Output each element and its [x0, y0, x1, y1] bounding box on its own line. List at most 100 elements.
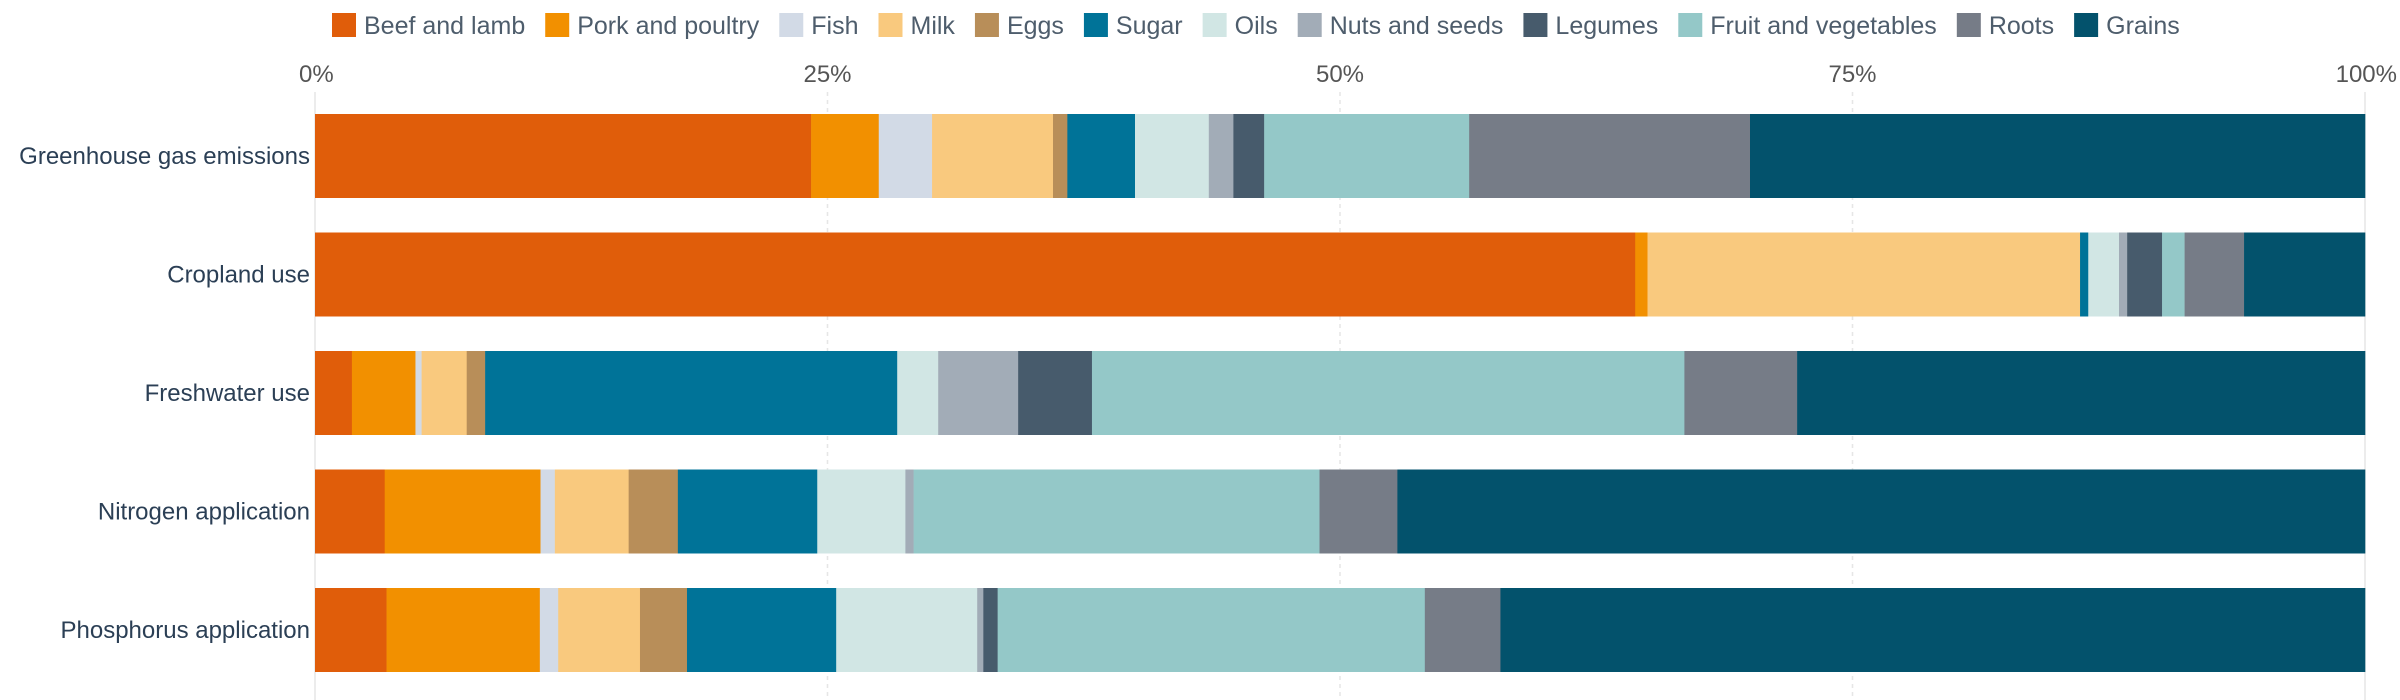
legend-item-legumes: Legumes: [1523, 12, 1658, 40]
bar-segment-beef-and-lamb: [315, 469, 385, 554]
bar-row-cropland-use: [315, 232, 2366, 317]
category-label: Phosphorus application: [60, 617, 310, 644]
bar-segment-roots: [2184, 232, 2245, 317]
legend-item-milk: Milk: [878, 12, 955, 40]
legend-swatch: [2074, 13, 2099, 37]
bar-segment-milk: [554, 469, 629, 554]
bar-segment-eggs: [1053, 114, 1068, 198]
bar-row-freshwater-use: [315, 351, 2366, 435]
bar-segment-fruit-and-vegetables: [997, 588, 1426, 672]
legend-item-beef-and-lamb: Beef and lamb: [332, 12, 525, 40]
bar-segment-nuts-and-seeds: [938, 351, 1019, 435]
bar-segment-nuts-and-seeds: [905, 469, 914, 554]
bar-segment-fish: [878, 114, 933, 198]
legend-label: Sugar: [1116, 12, 1183, 40]
x-axis-ticks: 0% 25% 50% 75% 100%: [299, 61, 2397, 88]
bar-segment-eggs: [466, 351, 486, 435]
bar-segment-roots: [1684, 351, 1798, 435]
legend-swatch: [332, 13, 356, 37]
legend-label: Legumes: [1555, 12, 1658, 40]
bar-segment-beef-and-lamb: [315, 351, 353, 435]
legend-swatch: [1523, 13, 1548, 37]
category-label: Freshwater use: [145, 380, 310, 407]
bar-segment-sugar: [2080, 232, 2089, 317]
x-tick-label: 100%: [2336, 61, 2397, 88]
category-label: Greenhouse gas emissions: [19, 143, 310, 170]
legend-label: Nuts and seeds: [1330, 12, 1504, 40]
legend-label: Pork and poultry: [577, 12, 760, 40]
legend-label: Fruit and vegetables: [1710, 12, 1937, 40]
legend-swatch: [1678, 13, 1703, 37]
bar-segment-fruit-and-vegetables: [2162, 232, 2185, 317]
x-tick-label: 0%: [299, 61, 334, 88]
bar-segment-fish: [539, 588, 559, 672]
bar-segment-legumes: [1018, 351, 1093, 435]
legend-swatch: [1956, 13, 1981, 37]
bar-segment-pork-and-poultry: [386, 588, 541, 672]
bar-row-greenhouse-gas-emissions: [315, 114, 2366, 198]
bar-segment-nuts-and-seeds: [977, 588, 984, 672]
bar-segment-milk: [558, 588, 641, 672]
bar-segment-pork-and-poultry: [811, 114, 880, 198]
category-label: Cropland use: [167, 262, 310, 289]
bar-segment-roots: [1424, 588, 1501, 672]
bar-segment-roots: [1469, 114, 1751, 198]
bar-segment-sugar: [677, 469, 818, 554]
legend-swatch: [1297, 13, 1322, 37]
legend-swatch: [545, 13, 570, 37]
bar-segment-milk: [421, 351, 467, 435]
bar-segment-oils: [897, 351, 939, 435]
bar-segment-pork-and-poultry: [1635, 232, 1648, 317]
legend-item-sugar: Sugar: [1083, 12, 1183, 40]
bar-segment-grains: [1500, 588, 2366, 672]
bar-segment-beef-and-lamb: [315, 588, 387, 672]
bar-segment-beef-and-lamb: [315, 232, 1636, 317]
x-tick-label: 75%: [1828, 61, 1876, 88]
bar-segment-oils: [836, 588, 978, 672]
bar-segment-milk: [1647, 232, 2081, 317]
bar-segment-legumes: [983, 588, 998, 672]
legend-item-pork-and-poultry: Pork and poultry: [545, 12, 760, 40]
bar-segment-pork-and-poultry: [351, 351, 416, 435]
x-tick-label: 50%: [1316, 61, 1364, 88]
bar-segment-beef-and-lamb: [315, 114, 812, 198]
legend-item-nuts-and-seeds: Nuts and seeds: [1297, 12, 1504, 40]
legend-label: Beef and lamb: [364, 12, 525, 40]
bar-segment-fruit-and-vegetables: [913, 469, 1320, 554]
bar-segment-legumes: [2127, 232, 2163, 317]
bar-segment-grains: [2244, 232, 2366, 317]
legend-item-fish: Fish: [779, 12, 859, 40]
bar-segment-pork-and-poultry: [384, 469, 541, 554]
bar-segment-fish: [415, 351, 422, 435]
bar-segment-sugar: [485, 351, 898, 435]
legend-swatch: [1083, 13, 1108, 37]
bar-segment-oils: [2088, 232, 2120, 317]
legend-swatch: [1202, 13, 1227, 37]
bar-segment-milk: [932, 114, 1054, 198]
bar-row-phosphorus-application: [315, 588, 2366, 672]
bar-segment-roots: [1319, 469, 1398, 554]
bar-segment-oils: [817, 469, 906, 554]
legend-swatch: [779, 13, 804, 37]
bars: [315, 114, 2366, 672]
legend-item-grains: Grains: [2074, 12, 2180, 40]
legend-item-roots: Roots: [1956, 12, 2054, 40]
bar-segment-sugar: [686, 588, 837, 672]
legend-item-fruit-and-vegetables: Fruit and vegetables: [1678, 12, 1937, 40]
legend-label: Grains: [2106, 12, 2180, 40]
bar-segment-nuts-and-seeds: [1208, 114, 1234, 198]
legend: Beef and lamb Pork and poultry Fish Milk Egg…: [332, 12, 2180, 40]
category-labels: Greenhouse gas emissions Cropland use Fres…: [19, 143, 310, 644]
legend-label: Eggs: [1007, 12, 1064, 40]
legend-swatch: [878, 13, 903, 37]
legend-swatch: [974, 13, 999, 37]
bar-row-nitrogen-application: [315, 469, 2366, 554]
bar-segment-legumes: [1233, 114, 1265, 198]
x-tick-label: 25%: [803, 61, 851, 88]
bar-segment-grains: [1750, 114, 2366, 198]
legend-label: Oils: [1235, 12, 1278, 40]
bar-segment-grains: [1397, 469, 2366, 554]
legend-label: Roots: [1989, 12, 2054, 40]
bar-segment-fish: [540, 469, 556, 554]
